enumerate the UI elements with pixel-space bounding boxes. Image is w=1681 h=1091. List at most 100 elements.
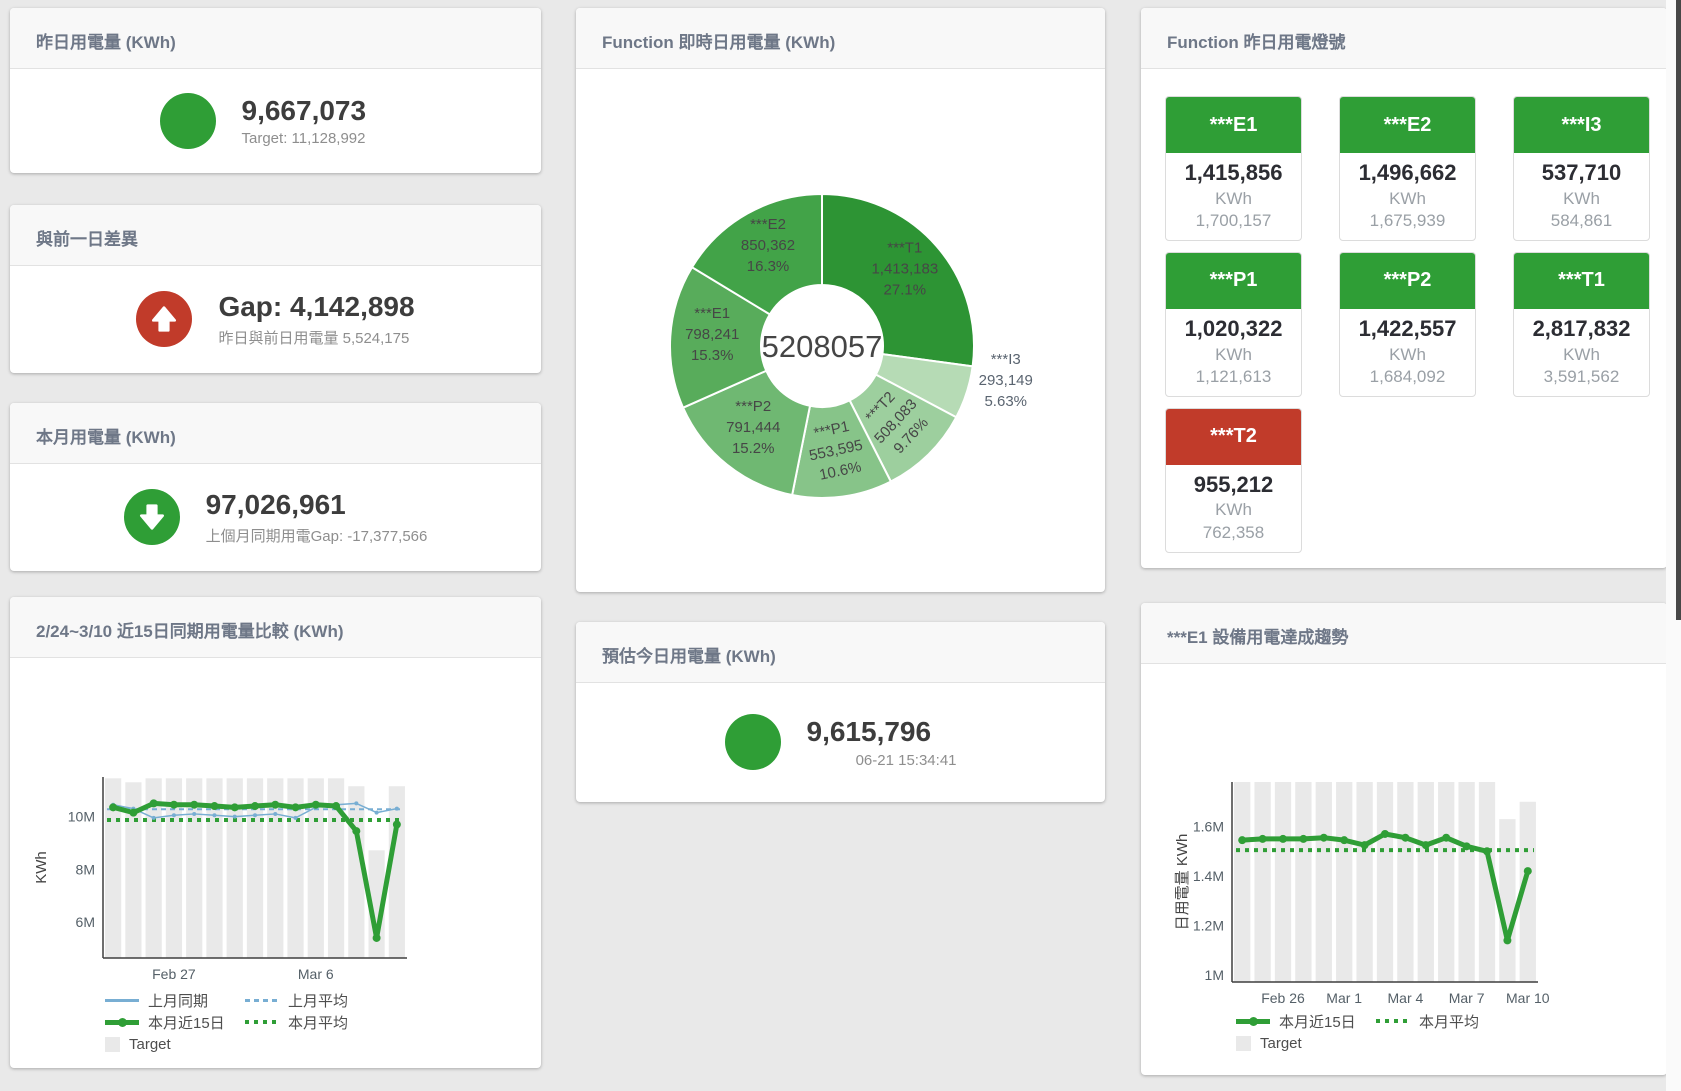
status-card-unit: KWh <box>1215 500 1252 520</box>
legend-item[interactable]: 本月平均 <box>245 1012 385 1033</box>
x-axis-tick: Feb 27 <box>152 966 196 982</box>
legend-item[interactable]: Target <box>105 1036 245 1053</box>
panel-title: ***E1 設備用電達成趨勢 <box>1141 603 1667 664</box>
status-circle-icon <box>724 714 781 770</box>
status-card-target: 762,358 <box>1202 522 1265 542</box>
data-point <box>1238 836 1247 845</box>
data-point <box>352 827 361 836</box>
panel-realtime-donut: Function 即時日用電量 (KWh) ***T1 1,413,183 27.1… <box>576 8 1105 592</box>
status-card-target: 584,861 <box>1550 210 1613 230</box>
status-card-value: 2,817,832 <box>1532 315 1631 341</box>
donut-slice-E1[interactable] <box>669 265 772 410</box>
data-point <box>1258 834 1267 843</box>
scrollbar-thumb[interactable] <box>1676 0 1681 620</box>
e1-trend-line-chart[interactable]: 1M 1.2M 1.4M 1.6M Feb 26 Mar 1 Mar 4 Mar 7 Mar 1… <box>1141 664 1667 1074</box>
data-point <box>354 801 359 806</box>
panel-month-usage: 本月用電量 (KWh) 97,026,961 上個月同期用電Gap: -17,3… <box>10 403 541 571</box>
donut-center-total: 5208057 <box>762 329 883 364</box>
legend-item[interactable]: Target <box>1236 1035 1376 1052</box>
yesterday-usage-target: Target: 11,128,992 <box>241 130 366 148</box>
target-bar <box>1234 782 1251 982</box>
legend-label: 本月近15日 <box>148 1014 225 1032</box>
status-card-name: ***E2 <box>1340 97 1475 153</box>
status-card-unit: KWh <box>1215 188 1252 208</box>
legend-label: 上月平均 <box>288 992 349 1010</box>
donut-slice-label: ***E2 850,362 16.3% <box>741 216 795 275</box>
yesterday-usage-value: 9,667,073 <box>241 94 367 126</box>
x-axis-tick: Mar 1 <box>1326 990 1362 1006</box>
target-bar <box>1376 782 1394 982</box>
legend-item[interactable]: 本月近15日 <box>1236 1011 1376 1032</box>
donut-slice-E2[interactable] <box>690 192 823 316</box>
data-point <box>1523 867 1532 876</box>
status-card-unit: KWh <box>1389 188 1426 208</box>
data-point <box>210 802 219 811</box>
data-point <box>190 800 199 809</box>
status-circle-icon <box>159 92 216 149</box>
legend-swatch <box>1236 1035 1251 1051</box>
legend-item[interactable]: 本月近15日 <box>105 1012 245 1033</box>
status-card-name: ***P1 <box>1166 252 1301 309</box>
legend-item[interactable]: 上月同期 <box>105 990 245 1011</box>
legend-swatch <box>1376 1019 1410 1023</box>
target-bar <box>1499 819 1516 982</box>
y-axis-label: KWh <box>33 851 50 884</box>
scrollbar-track[interactable] <box>1666 0 1681 1091</box>
status-card-unit: KWh <box>1215 344 1252 364</box>
data-point <box>1360 841 1369 850</box>
legend-swatch <box>105 998 139 1002</box>
target-bar <box>1356 782 1373 982</box>
status-card-name: ***I3 <box>1514 97 1649 153</box>
legend-label: 上月同期 <box>148 992 209 1010</box>
data-point <box>232 814 237 819</box>
y-axis-label: 日用電量 KWh <box>1174 834 1191 931</box>
status-card-body: 1,422,557 KWh 1,684,092 <box>1340 309 1475 396</box>
donut-slice-T1[interactable] <box>821 192 975 368</box>
data-point <box>129 808 138 817</box>
x-axis-tick: Mar 4 <box>1388 990 1424 1006</box>
x-axis-tick: Feb 26 <box>1261 990 1305 1006</box>
panel-yesterday-usage: 昨日用電量 (KWh) 9,667,073 Target: 11,128,992 <box>10 8 541 173</box>
status-card-target: 1,700,157 <box>1195 210 1272 230</box>
data-point <box>273 811 278 816</box>
target-bar <box>1295 782 1312 982</box>
target-bar <box>307 778 324 958</box>
panel-title: 本月用電量 (KWh) <box>10 403 541 464</box>
status-card-value: 955,212 <box>1193 471 1274 497</box>
status-card-target: 1,684,092 <box>1369 366 1446 386</box>
panel-status-lights: Function 昨日用電燈號 ***E1 1,415,856 KWh 1,700,1… <box>1141 8 1667 568</box>
donut-slice-P2[interactable] <box>681 369 812 497</box>
legend-item[interactable]: 上月平均 <box>245 990 385 1011</box>
panel-title: Function 即時日用電量 (KWh) <box>576 8 1105 69</box>
target-bar <box>165 778 183 958</box>
target-bar <box>246 778 264 958</box>
gap-value: Gap: 4,142,898 <box>218 291 415 323</box>
compare-line-chart[interactable]: 6M 8M 10M Feb 27 Mar 6 KWh <box>10 658 541 1067</box>
target-bar <box>186 778 203 958</box>
panel-title: 昨日用電量 (KWh) <box>10 8 541 69</box>
target-bar <box>1417 782 1434 982</box>
panel-prev-day-gap: 與前一日差異 Gap: 4,142,898 昨日與前日用電量 5,524,175 <box>10 205 541 373</box>
target-bar <box>287 778 304 958</box>
x-axis-tick: Mar 10 <box>1506 990 1550 1006</box>
y-axis-tick: 8M <box>76 861 95 877</box>
status-card: ***E2 1,496,662 KWh 1,675,939 <box>1339 96 1476 241</box>
target-bar <box>368 850 385 958</box>
target-bar <box>1458 782 1475 982</box>
realtime-usage-donut-chart[interactable]: ***T1 1,413,183 27.1%***I3 293,149 5.63%***T… <box>576 69 1105 591</box>
y-axis-tick: 1.6M <box>1193 819 1224 835</box>
status-card-body: 955,212 KWh 762,358 <box>1166 465 1301 552</box>
legend-item[interactable]: 本月平均 <box>1376 1011 1516 1032</box>
target-bar <box>1397 782 1414 982</box>
panel-title: Function 昨日用電燈號 <box>1141 8 1667 69</box>
status-card: ***P1 1,020,322 KWh 1,121,613 <box>1165 251 1302 397</box>
target-bar <box>1336 782 1353 982</box>
data-point <box>372 933 381 942</box>
status-card-target: 1,675,939 <box>1369 210 1446 230</box>
arrow-up-icon <box>136 291 193 347</box>
status-card-unit: KWh <box>1389 344 1426 364</box>
gap-subtitle: 昨日與前日用電量 5,524,175 <box>218 329 410 347</box>
target-bar <box>388 786 405 958</box>
data-point <box>1340 836 1349 845</box>
status-card: ***T1 2,817,832 KWh 3,591,562 <box>1513 251 1650 397</box>
